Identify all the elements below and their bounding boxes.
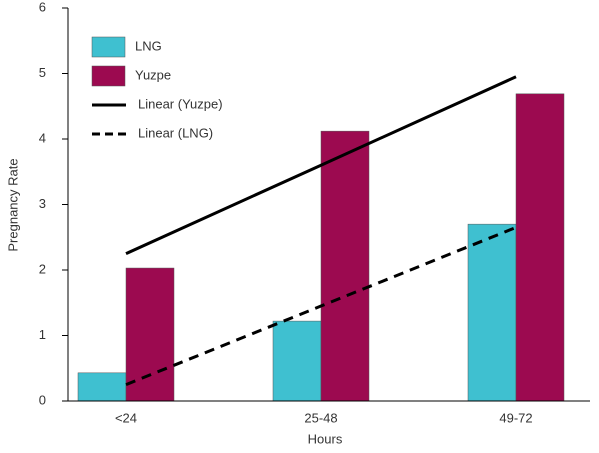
y-tick-label: 3 xyxy=(39,196,46,211)
bar xyxy=(77,372,127,402)
legend-swatch xyxy=(91,36,126,58)
x-tick-label: 25-48 xyxy=(304,410,337,425)
y-tick-label: 2 xyxy=(39,261,46,276)
y-tick-label: 0 xyxy=(39,392,46,407)
trend-line xyxy=(125,75,517,255)
trend-line xyxy=(125,226,517,387)
y-tick-label: 4 xyxy=(39,130,46,145)
y-tick-label: 5 xyxy=(39,65,46,80)
x-tick-label: 49-72 xyxy=(499,410,532,425)
y-tick-label: 6 xyxy=(39,0,46,14)
bar xyxy=(467,223,517,402)
legend-swatch xyxy=(91,65,126,87)
legend-label: LNG xyxy=(135,38,162,53)
y-tick-label: 1 xyxy=(39,327,46,342)
legend-label: Linear (Yuzpe) xyxy=(138,96,223,111)
legend-label: Yuzpe xyxy=(135,67,171,82)
bar xyxy=(272,320,322,402)
x-tick-label: <24 xyxy=(115,410,137,425)
y-axis-title: Pregnancy Rate xyxy=(5,158,20,251)
bar xyxy=(320,130,370,402)
legend-label: Linear (LNG) xyxy=(138,125,213,140)
bar xyxy=(515,93,565,402)
x-axis-title: Hours xyxy=(308,431,343,446)
